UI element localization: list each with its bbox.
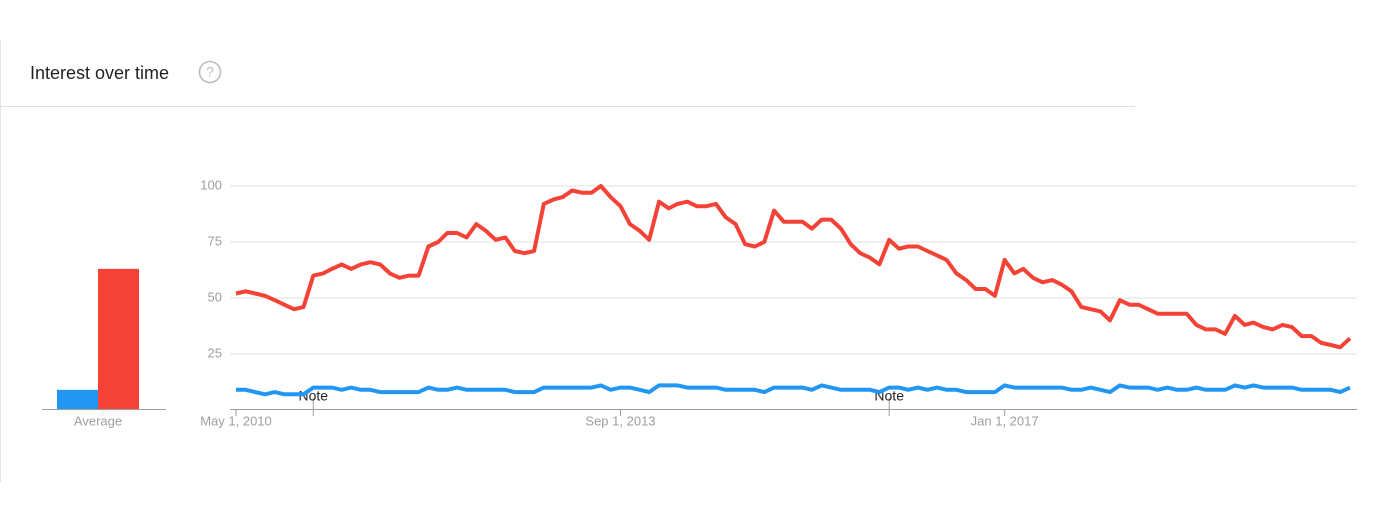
- x-tick-label: Sep 1, 2013: [585, 413, 655, 428]
- card-title: Interest over time: [30, 63, 169, 83]
- series-line: [235, 184, 1352, 350]
- average-bar: [98, 268, 139, 410]
- series-line: [236, 383, 1351, 397]
- y-tick-label: 50: [208, 289, 222, 304]
- average-label: Average: [74, 413, 122, 428]
- average-bar: [57, 389, 98, 410]
- x-tick-label: Jan 1, 2017: [971, 413, 1039, 428]
- y-tick-label: 100: [200, 177, 222, 192]
- help-icon-text[interactable]: ?: [206, 64, 214, 80]
- x-tick-label: May 1, 2010: [200, 413, 272, 428]
- y-tick-label: 75: [208, 233, 222, 248]
- y-tick-label: 25: [208, 345, 222, 360]
- help-icon[interactable]: [198, 60, 222, 84]
